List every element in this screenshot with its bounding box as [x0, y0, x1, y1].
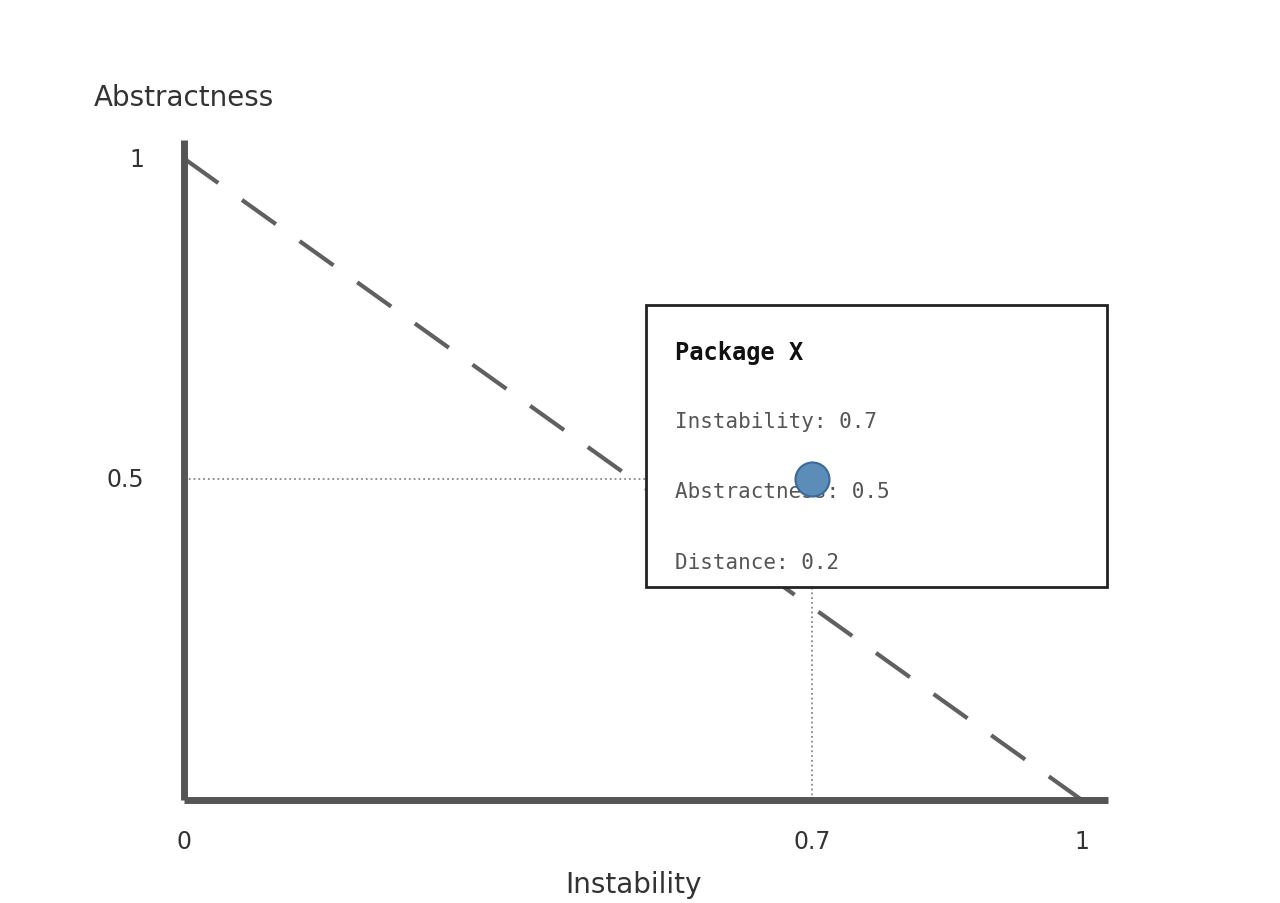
Text: Package X: Package X: [676, 340, 804, 365]
Text: Instability: Instability: [564, 870, 701, 898]
Text: Abstractness: 0.5: Abstractness: 0.5: [676, 481, 890, 502]
Text: 0: 0: [177, 829, 192, 852]
Text: Distance: 0.2: Distance: 0.2: [676, 552, 840, 573]
Text: 0.5: 0.5: [106, 468, 143, 492]
Text: Instability: 0.7: Instability: 0.7: [676, 411, 877, 432]
Text: 0.7: 0.7: [794, 829, 831, 852]
Point: [803, 472, 823, 487]
FancyBboxPatch shape: [646, 305, 1107, 587]
Text: Abstractness: Abstractness: [95, 84, 274, 112]
Text: 1: 1: [129, 147, 143, 172]
Text: 1: 1: [1074, 829, 1089, 852]
Text: D: D: [717, 490, 737, 514]
